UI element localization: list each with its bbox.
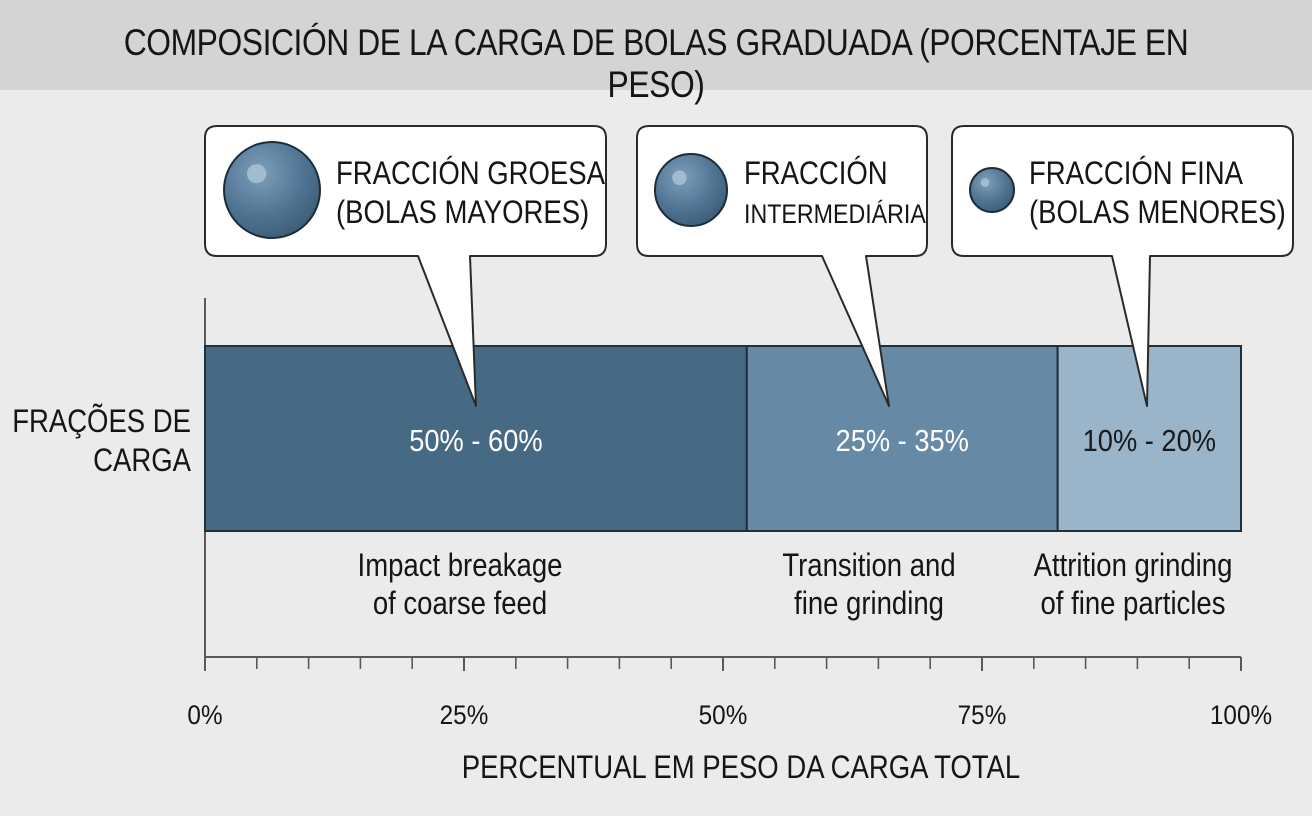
x-tick-label: 25% [440, 701, 489, 730]
bar-value-label: 10% - 20% [1083, 424, 1216, 458]
bar-segment-3 [1056, 345, 1243, 532]
fraction-label-line-2: INTERMEDIÁRIA [744, 198, 926, 229]
y-axis-label-line-2: CARGA [93, 443, 191, 478]
ball-highlight-icon [672, 170, 687, 185]
fraction-label-line-1: FRACCIÓN GROESA [336, 156, 605, 191]
ball-highlight-icon [247, 164, 267, 184]
title-bar: COMPOSICIÓN DE LA CARGA DE BOLAS GRADUAD… [0, 0, 1312, 105]
bar-value-label: 25% - 35% [836, 424, 969, 458]
x-tick-label: 75% [958, 701, 1007, 730]
y-axis-label-line-1: FRAÇÕES DE [12, 403, 191, 439]
segment-description: of fine particles [1040, 586, 1225, 621]
ball-icon [654, 153, 728, 227]
bar-segment-1 [204, 345, 748, 532]
x-tick-label: 50% [699, 701, 748, 730]
segment-description: Transition and [782, 548, 955, 583]
ball-highlight-icon [980, 178, 990, 187]
bar-segment-2 [745, 345, 1059, 532]
segment-description: Impact breakage [358, 548, 563, 583]
fraction-label-line-1: FRACCIÓN [744, 156, 888, 191]
segment-description: fine grinding [794, 586, 944, 621]
bar-value-label: 50% - 60% [409, 424, 542, 458]
fraction-label-line-1: FRACCIÓN FINA [1029, 156, 1243, 191]
segment-description: Attrition grinding [1034, 548, 1233, 583]
ball-icon [223, 141, 321, 239]
chart-title: COMPOSICIÓN DE LA CARGA DE BOLAS GRADUAD… [123, 22, 1189, 105]
x-tick-label: 0% [187, 701, 222, 730]
fraction-label-line-2: (BOLAS MAYORES) [336, 195, 589, 230]
x-tick-label: 100% [1210, 701, 1272, 730]
callout-box-3 [951, 125, 1294, 407]
segment-description: of coarse feed [373, 586, 547, 621]
x-axis-label: PERCENTUAL EM PESO DA CARGA TOTAL [462, 750, 1020, 785]
ball-icon [969, 167, 1015, 213]
fraction-label-line-2: (BOLAS MENORES) [1029, 195, 1286, 230]
